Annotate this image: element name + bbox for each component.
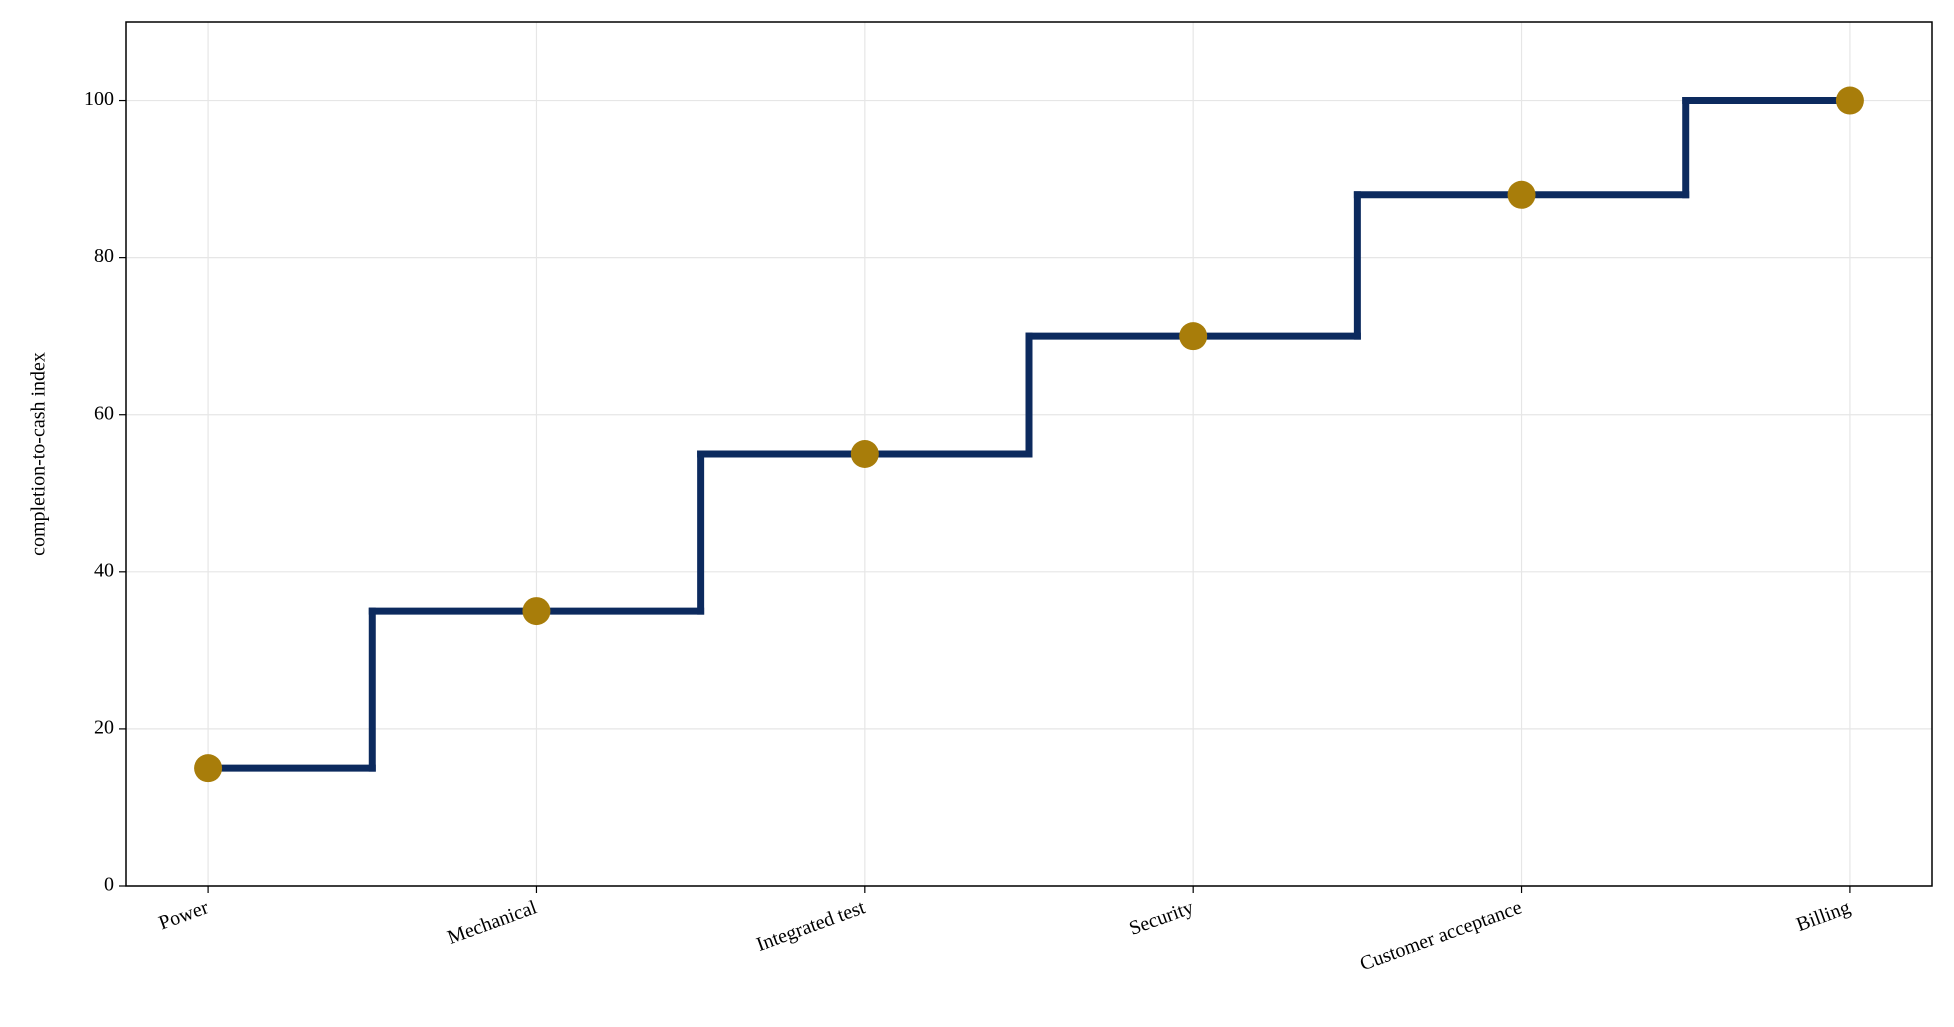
marker (522, 597, 551, 626)
marker (1835, 86, 1864, 115)
x-tick-label: Security (1126, 896, 1196, 939)
marker (850, 440, 879, 468)
x-tick-label: Billing (1793, 896, 1853, 936)
y-axis-label: completion-to-cash index (28, 352, 50, 556)
plot-frame (125, 21, 1933, 887)
y-tick-label: 80 (94, 245, 114, 267)
marker (194, 754, 223, 783)
x-tick-label: Mechanical (445, 896, 541, 949)
y-tick-label: 20 (94, 717, 114, 739)
y-tick-label: 40 (94, 559, 114, 581)
x-tick-label: Customer acceptance (1357, 896, 1525, 975)
marker (1179, 322, 1208, 351)
y-tick-label: 60 (94, 402, 114, 424)
y-tick-label: 100 (84, 88, 114, 110)
x-tick-label: Power (156, 896, 212, 934)
x-tick-label: Integrated test (754, 896, 869, 956)
y-tick-label: 0 (104, 874, 114, 896)
marker (1507, 180, 1536, 209)
